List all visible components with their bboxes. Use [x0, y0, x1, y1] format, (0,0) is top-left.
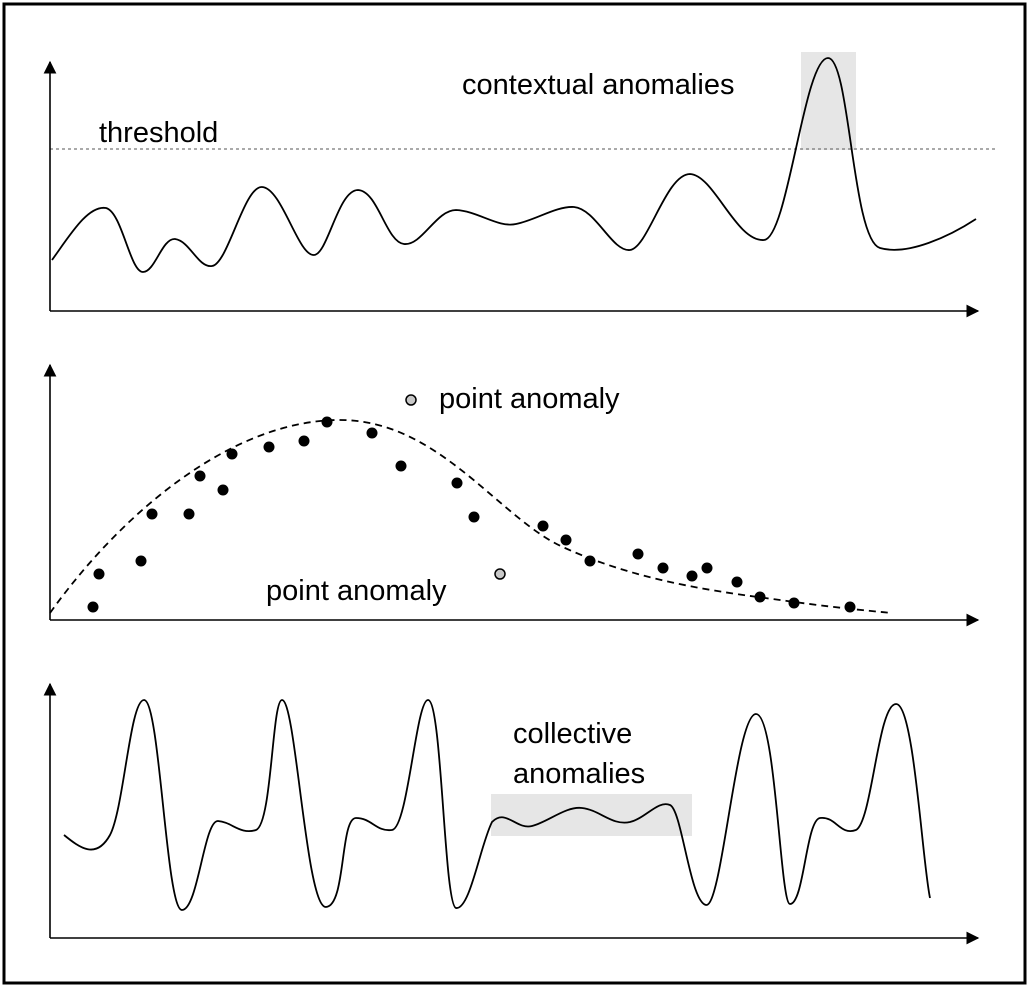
- data-point: [537, 520, 549, 532]
- data-point: [183, 508, 195, 520]
- data-point: [788, 597, 800, 609]
- collective-anomalies-label-line1: collective: [513, 718, 632, 750]
- data-point: [701, 562, 713, 574]
- data-point: [657, 562, 669, 574]
- data-point: [632, 548, 644, 560]
- data-point: [146, 508, 158, 520]
- data-point: [844, 601, 856, 613]
- data-point: [366, 427, 378, 439]
- data-point: [395, 460, 407, 472]
- point-anomaly-panel: point anomaly point anomaly: [43, 363, 980, 627]
- collective-anomaly-highlight: [491, 794, 692, 836]
- threshold-label: threshold: [99, 117, 218, 149]
- data-point: [468, 511, 480, 523]
- data-point: [298, 435, 310, 447]
- collective-anomalies-label-line2: anomalies: [513, 758, 645, 790]
- point-anomaly-marker-bottom: [494, 568, 506, 580]
- data-point: [87, 601, 99, 613]
- point-anomaly-marker-top: [405, 394, 417, 406]
- collective-anomaly-panel: collective anomalies: [43, 682, 980, 945]
- data-point: [135, 555, 147, 567]
- data-point: [754, 591, 766, 603]
- data-point: [451, 477, 463, 489]
- time-series-curve: [51, 57, 977, 273]
- contextual-anomalies-label: contextual anomalies: [462, 69, 734, 101]
- data-point: [321, 416, 333, 428]
- contextual-anomaly-panel: contextual anomalies threshold: [43, 52, 996, 318]
- point-anomaly-label-bottom: point anomaly: [266, 575, 447, 607]
- periodic-signal-curve: [63, 699, 931, 911]
- normal-points: [87, 416, 856, 613]
- data-point: [93, 568, 105, 580]
- data-point: [584, 555, 596, 567]
- data-point: [194, 470, 206, 482]
- data-point: [226, 448, 238, 460]
- point-anomaly-label-top: point anomaly: [439, 383, 620, 415]
- data-point: [263, 441, 275, 453]
- data-point: [560, 534, 572, 546]
- data-point: [686, 570, 698, 582]
- data-point: [217, 484, 229, 496]
- contextual-anomaly-highlight: [801, 52, 856, 150]
- data-point: [731, 576, 743, 588]
